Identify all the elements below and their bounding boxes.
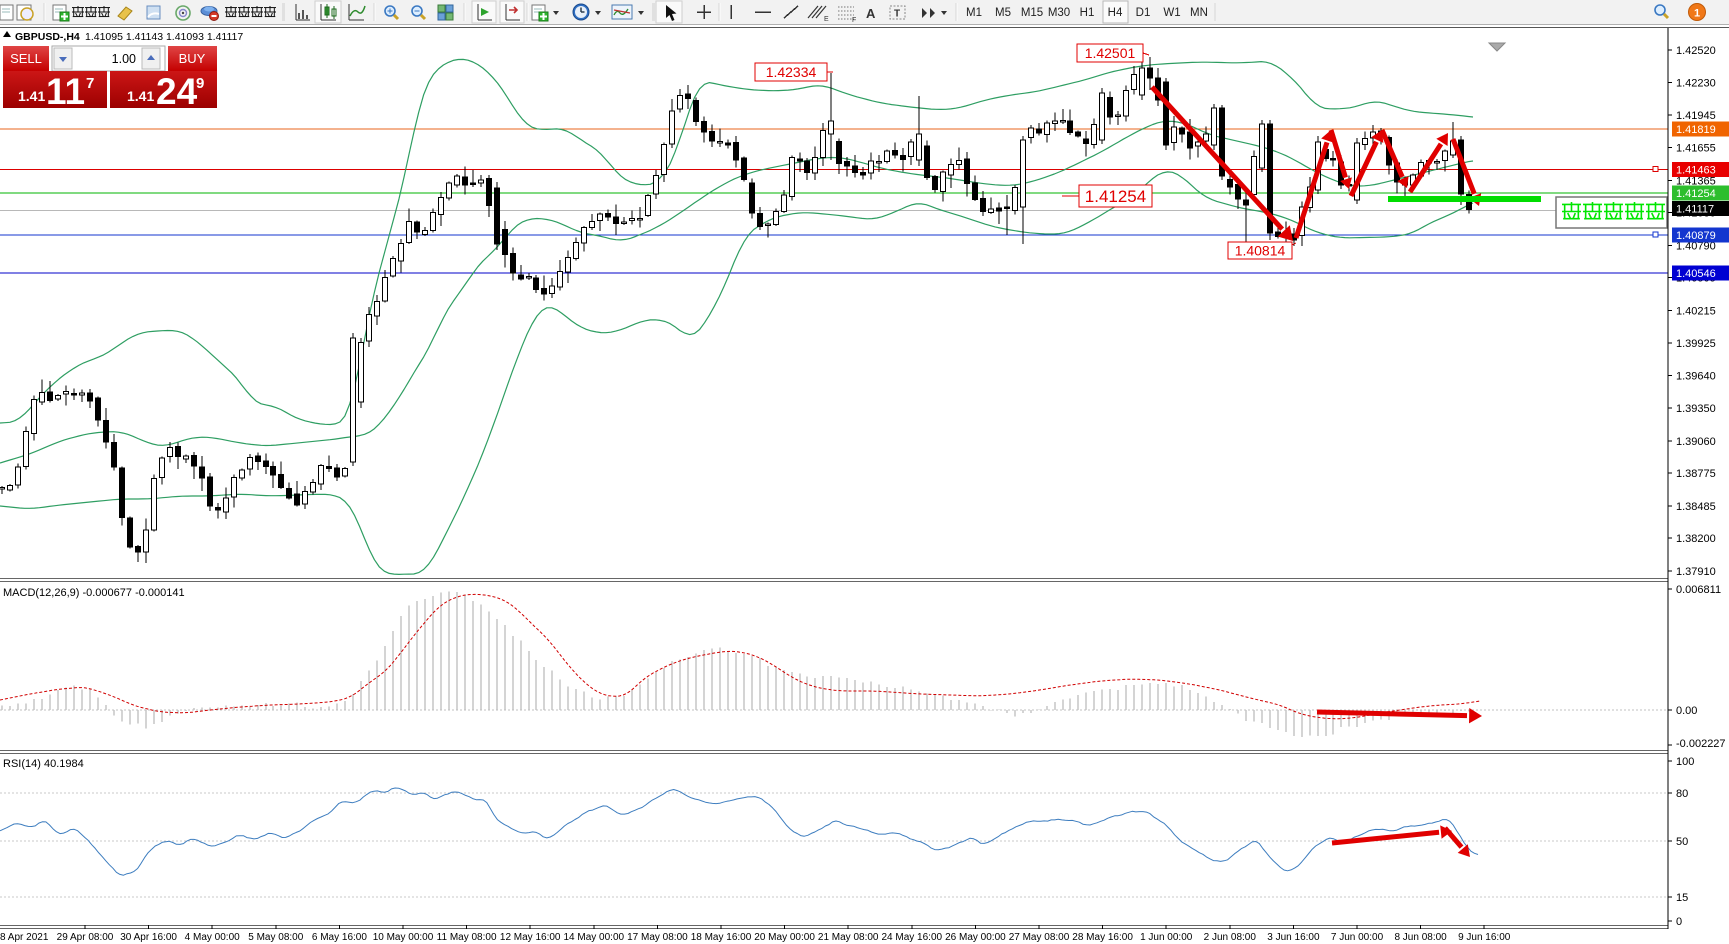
svg-text:1.41655: 1.41655 [1676,143,1716,155]
svg-text:1.41945: 1.41945 [1676,110,1716,122]
svg-text:1.41095 1.41143 1.41093 1.4111: 1.41095 1.41143 1.41093 1.41117 [85,31,243,43]
svg-text:2 Jun 08:00: 2 Jun 08:00 [1204,932,1257,943]
svg-text:24: 24 [156,71,198,112]
svg-text:50: 50 [1676,836,1688,848]
svg-text:D1: D1 [1136,7,1151,19]
svg-text:M15: M15 [1021,7,1043,19]
svg-text:26 May 00:00: 26 May 00:00 [945,932,1006,943]
svg-text:H4: H4 [1108,7,1123,19]
svg-text:BUY: BUY [179,51,206,66]
svg-text:1.41365: 1.41365 [1676,175,1716,187]
svg-text:M30: M30 [1048,7,1070,19]
svg-text:6 May 16:00: 6 May 16:00 [312,932,367,943]
svg-text:7 Jun 00:00: 7 Jun 00:00 [1331,932,1384,943]
svg-text:20 May 00:00: 20 May 00:00 [754,932,815,943]
svg-text:T: T [894,9,900,20]
svg-text:1.38485: 1.38485 [1676,501,1716,513]
svg-text:1.41463: 1.41463 [1676,164,1716,176]
svg-text:-0.002227: -0.002227 [1676,738,1726,750]
svg-text:1.41: 1.41 [127,88,154,104]
svg-text:100: 100 [1676,756,1694,768]
svg-text:1.39925: 1.39925 [1676,338,1716,350]
svg-text:30 Apr 16:00: 30 Apr 16:00 [120,932,177,943]
svg-text:7: 7 [86,75,94,92]
svg-text:1.41254: 1.41254 [1085,187,1146,206]
svg-text:18 May 16:00: 18 May 16:00 [691,932,752,943]
svg-text:4 May 00:00: 4 May 00:00 [185,932,240,943]
svg-text:H1: H1 [1080,7,1095,19]
svg-text:1.41117: 1.41117 [1676,203,1714,215]
svg-text:F: F [852,17,856,24]
svg-text:29 Apr 08:00: 29 Apr 08:00 [57,932,114,943]
svg-text:E: E [824,16,829,23]
svg-text:11: 11 [46,71,85,112]
svg-text:27 May 08:00: 27 May 08:00 [1009,932,1070,943]
svg-text:W1: W1 [1163,7,1180,19]
svg-text:1.42230: 1.42230 [1676,78,1716,90]
svg-text:12 May 16:00: 12 May 16:00 [500,932,561,943]
svg-text:1.40814: 1.40814 [1235,243,1286,259]
svg-text:1.40215: 1.40215 [1676,305,1716,317]
svg-text:1.42334: 1.42334 [766,64,817,80]
svg-text:14 May 00:00: 14 May 00:00 [563,932,624,943]
svg-text:1.00: 1.00 [112,52,136,66]
svg-text:1.41819: 1.41819 [1676,124,1716,136]
svg-text:1.39350: 1.39350 [1676,403,1716,415]
svg-text:24 May 16:00: 24 May 16:00 [881,932,942,943]
svg-text:1.39060: 1.39060 [1676,436,1716,448]
svg-text:A: A [866,6,876,21]
svg-text:0.006811: 0.006811 [1676,584,1721,596]
svg-text:0: 0 [1676,916,1682,928]
svg-text:28 May 16:00: 28 May 16:00 [1072,932,1133,943]
svg-text:SELL: SELL [10,51,42,66]
svg-text:1.38775: 1.38775 [1676,468,1716,480]
svg-text:1.40879: 1.40879 [1676,230,1716,242]
svg-text:M1: M1 [966,7,982,19]
svg-text:5 May 08:00: 5 May 08:00 [248,932,303,943]
svg-text:3 Jun 16:00: 3 Jun 16:00 [1267,932,1320,943]
svg-text:1.38200: 1.38200 [1676,533,1716,545]
svg-text:11 May 08:00: 11 May 08:00 [437,932,497,943]
svg-text:MACD(12,26,9) -0.000677 -0.000: MACD(12,26,9) -0.000677 -0.000141 [3,587,185,599]
svg-text:1.37910: 1.37910 [1676,566,1716,578]
svg-text:MN: MN [1190,7,1208,19]
svg-text:21 May 08:00: 21 May 08:00 [818,932,879,943]
svg-text:15: 15 [1676,892,1688,904]
svg-text:1.39640: 1.39640 [1676,370,1716,382]
svg-text:8 Jun 08:00: 8 Jun 08:00 [1394,932,1447,943]
svg-text:1.41: 1.41 [18,88,45,104]
svg-text:0.00: 0.00 [1676,705,1697,717]
svg-text:9: 9 [196,75,204,92]
svg-text:1 Jun 00:00: 1 Jun 00:00 [1140,932,1193,943]
svg-text:1.42520: 1.42520 [1676,45,1716,57]
svg-text:9 Jun 16:00: 9 Jun 16:00 [1458,932,1511,943]
svg-text:8 Apr 2021: 8 Apr 2021 [0,932,49,943]
svg-text:RSI(14) 40.1984: RSI(14) 40.1984 [3,758,84,770]
svg-text:10 May 00:00: 10 May 00:00 [373,932,434,943]
svg-text:1.40546: 1.40546 [1676,268,1716,280]
svg-text:1: 1 [1694,8,1700,20]
svg-text:M5: M5 [995,7,1011,19]
svg-text:GBPUSD-,H4: GBPUSD-,H4 [15,31,80,43]
svg-text:80: 80 [1676,788,1688,800]
svg-text:1.41254: 1.41254 [1676,188,1716,200]
svg-text:1.42501: 1.42501 [1085,45,1136,61]
svg-text:17 May 08:00: 17 May 08:00 [627,932,688,943]
svg-text:1.40790: 1.40790 [1676,240,1716,252]
